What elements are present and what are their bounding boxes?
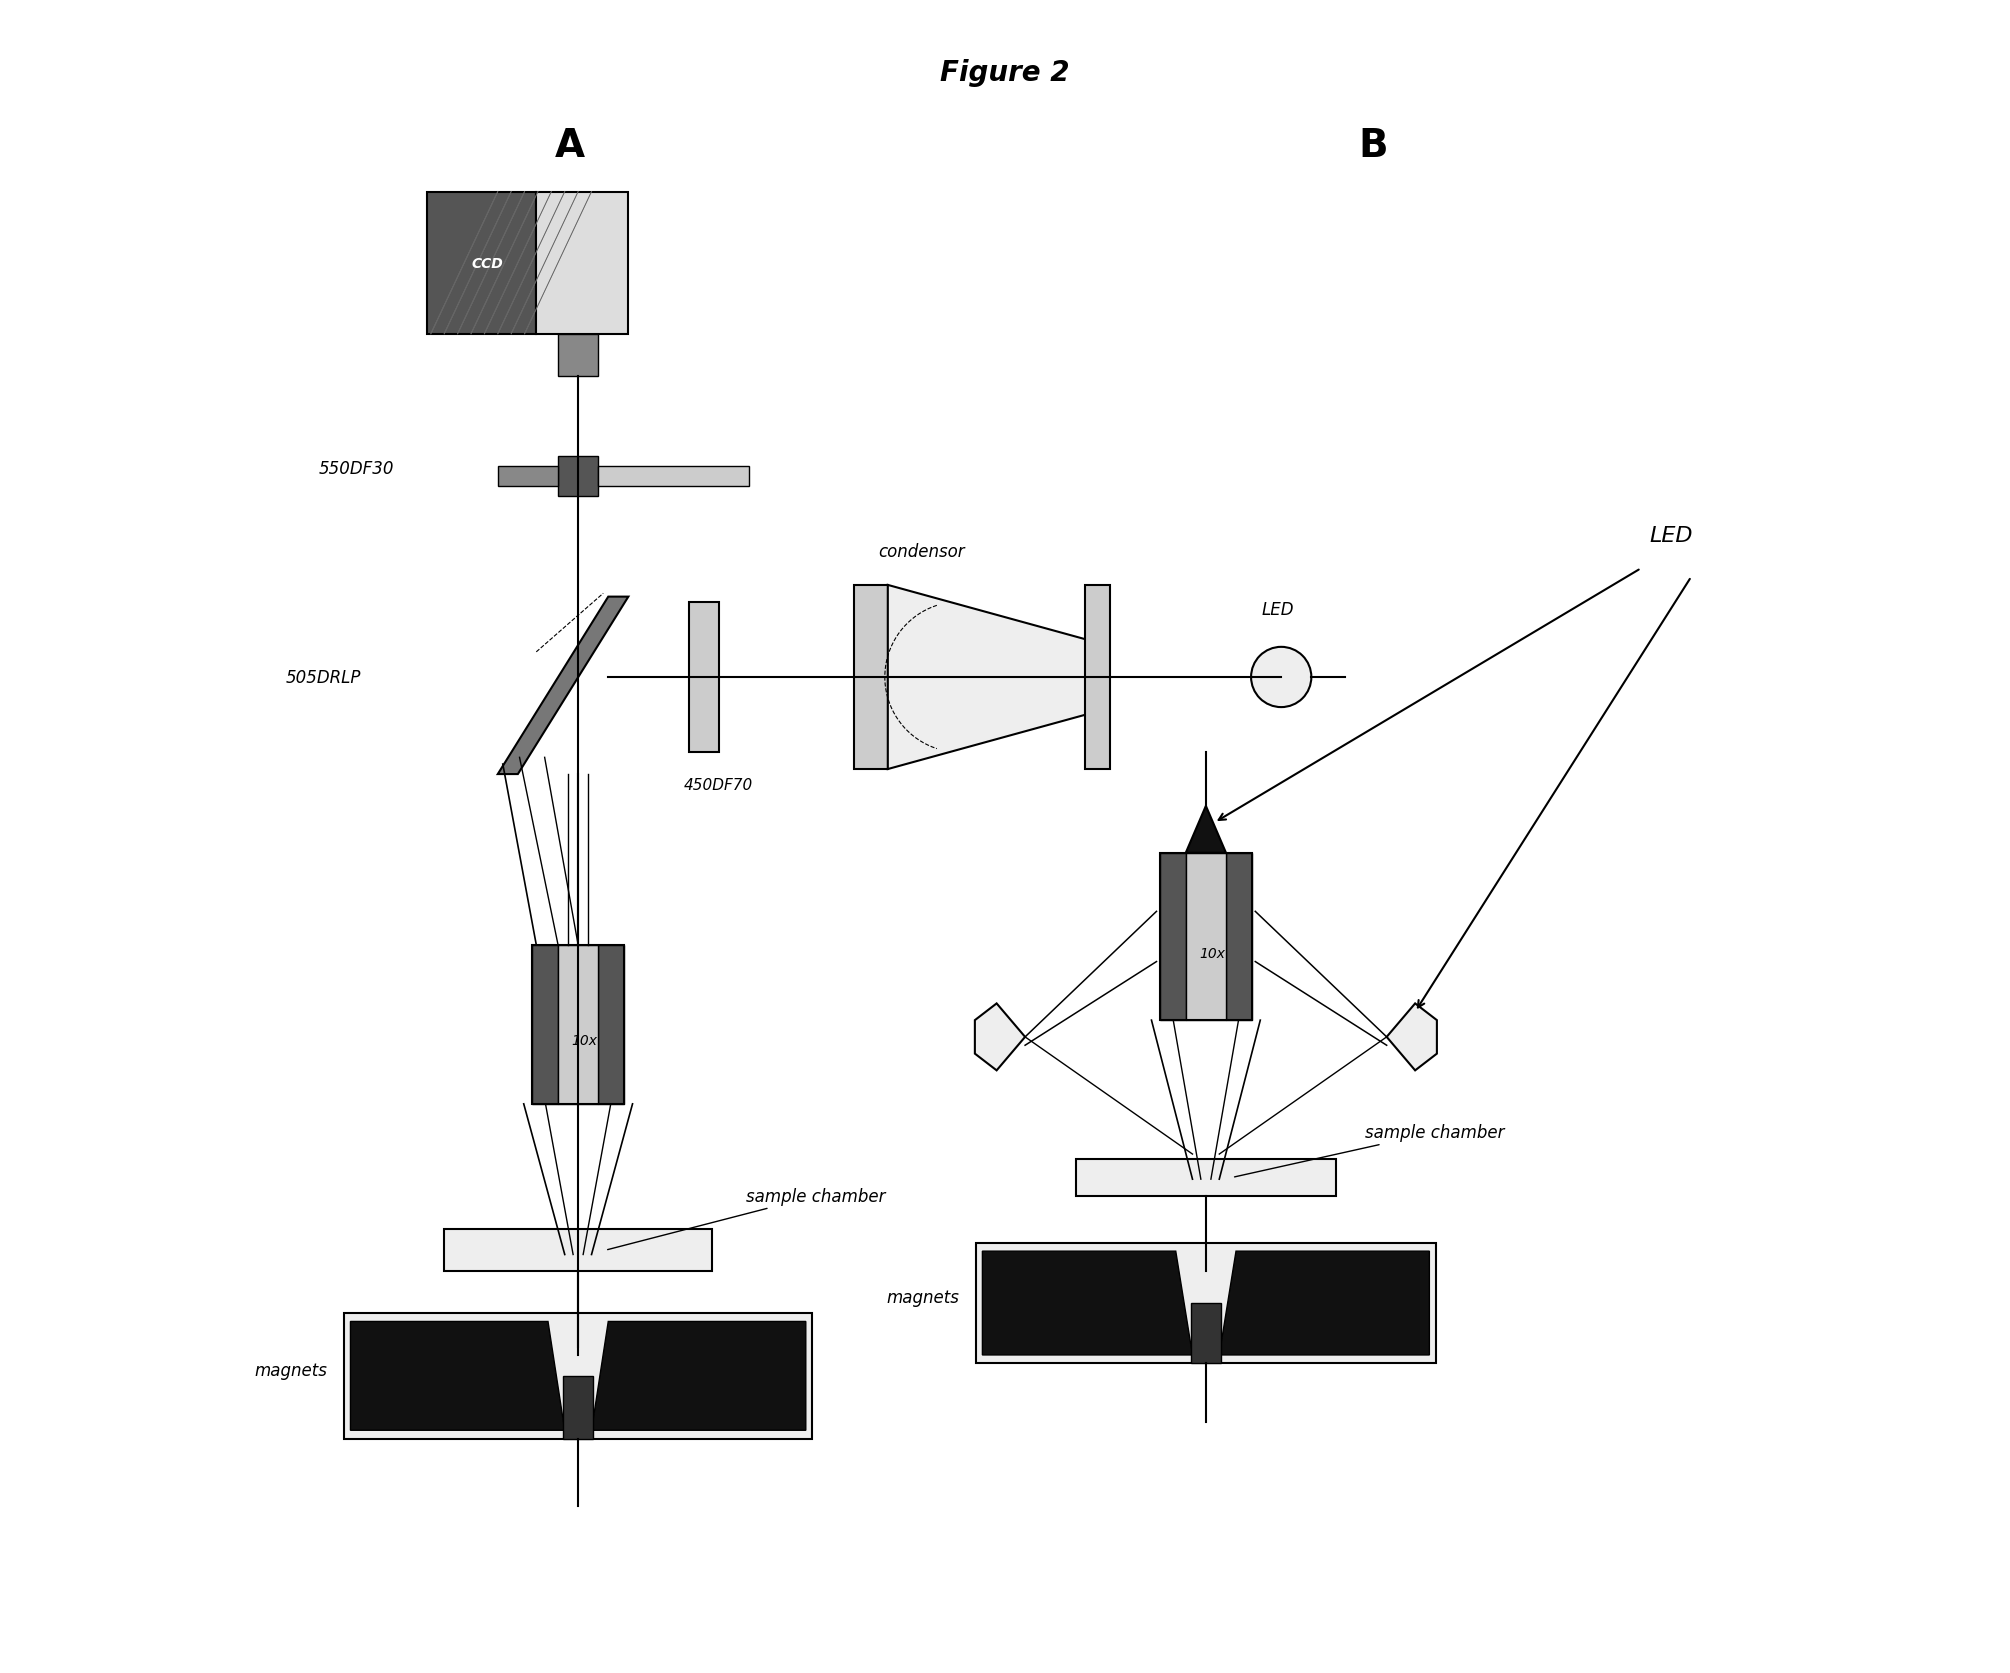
Text: 10x: 10x — [1200, 947, 1226, 960]
Bar — [1160, 853, 1186, 1021]
Polygon shape — [591, 1322, 806, 1430]
Text: A: A — [555, 127, 585, 166]
Bar — [975, 1243, 1435, 1363]
Text: magnets: magnets — [886, 1288, 959, 1307]
Text: LED: LED — [1650, 525, 1692, 545]
Bar — [1190, 1303, 1220, 1363]
Bar — [498, 467, 559, 487]
Text: 550DF30: 550DF30 — [320, 460, 394, 477]
Bar — [559, 457, 599, 497]
Polygon shape — [888, 586, 1106, 770]
Polygon shape — [498, 597, 629, 775]
Polygon shape — [1220, 1251, 1429, 1355]
Text: 450DF70: 450DF70 — [683, 778, 754, 793]
Bar — [1186, 853, 1226, 1021]
Bar — [563, 1375, 593, 1439]
Bar — [1160, 853, 1252, 1021]
Polygon shape — [1186, 806, 1226, 853]
Polygon shape — [1387, 1004, 1437, 1071]
Bar — [533, 945, 625, 1104]
Bar — [444, 1230, 712, 1271]
Bar — [599, 945, 625, 1104]
Text: sample chamber: sample chamber — [607, 1188, 884, 1250]
Text: sample chamber: sample chamber — [1234, 1124, 1503, 1178]
Text: B: B — [1359, 127, 1389, 166]
Bar — [533, 945, 559, 1104]
Polygon shape — [350, 1322, 565, 1430]
Bar — [854, 586, 888, 770]
Text: 10x: 10x — [571, 1034, 597, 1047]
Bar — [1075, 1159, 1335, 1196]
Bar — [1085, 586, 1110, 770]
Bar — [428, 192, 537, 335]
Text: condensor: condensor — [878, 542, 965, 560]
Bar — [1226, 853, 1252, 1021]
Text: LED: LED — [1262, 601, 1294, 619]
Text: Figure 2: Figure 2 — [941, 59, 1069, 87]
Bar — [537, 192, 629, 335]
Circle shape — [1250, 647, 1311, 708]
Polygon shape — [975, 1004, 1025, 1071]
Bar — [344, 1313, 812, 1439]
Text: magnets: magnets — [253, 1360, 328, 1379]
Bar — [599, 467, 750, 487]
Bar — [559, 945, 599, 1104]
Text: 505DRLP: 505DRLP — [285, 669, 360, 686]
Polygon shape — [983, 1251, 1192, 1355]
Text: CCD: CCD — [472, 256, 502, 271]
Bar — [559, 335, 599, 376]
Bar — [689, 602, 720, 753]
